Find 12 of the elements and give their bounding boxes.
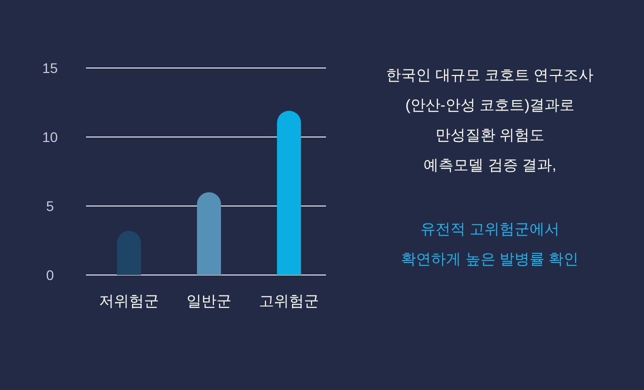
- y-tick-label: 5: [46, 198, 54, 214]
- y-tick-label: 10: [42, 129, 58, 145]
- text: 한국인 대규모 코호트 연구조사 (안산-안성 코호트)결과로 만성질환 위험도 예측모델 검증 결과,: [386, 67, 594, 174]
- bar: [277, 110, 301, 275]
- x-tick-label: 일반군: [186, 293, 232, 310]
- x-tick-label: 고위험군: [259, 293, 319, 310]
- y-tick-label: 15: [42, 60, 58, 76]
- bar: [197, 192, 221, 275]
- bar: [117, 230, 141, 275]
- y-tick-label: 0: [46, 267, 54, 283]
- text: 유전적 고위험군에서 확연하게 높은 발병률 확인: [401, 221, 579, 268]
- x-tick-label: 저위험군: [99, 293, 159, 310]
